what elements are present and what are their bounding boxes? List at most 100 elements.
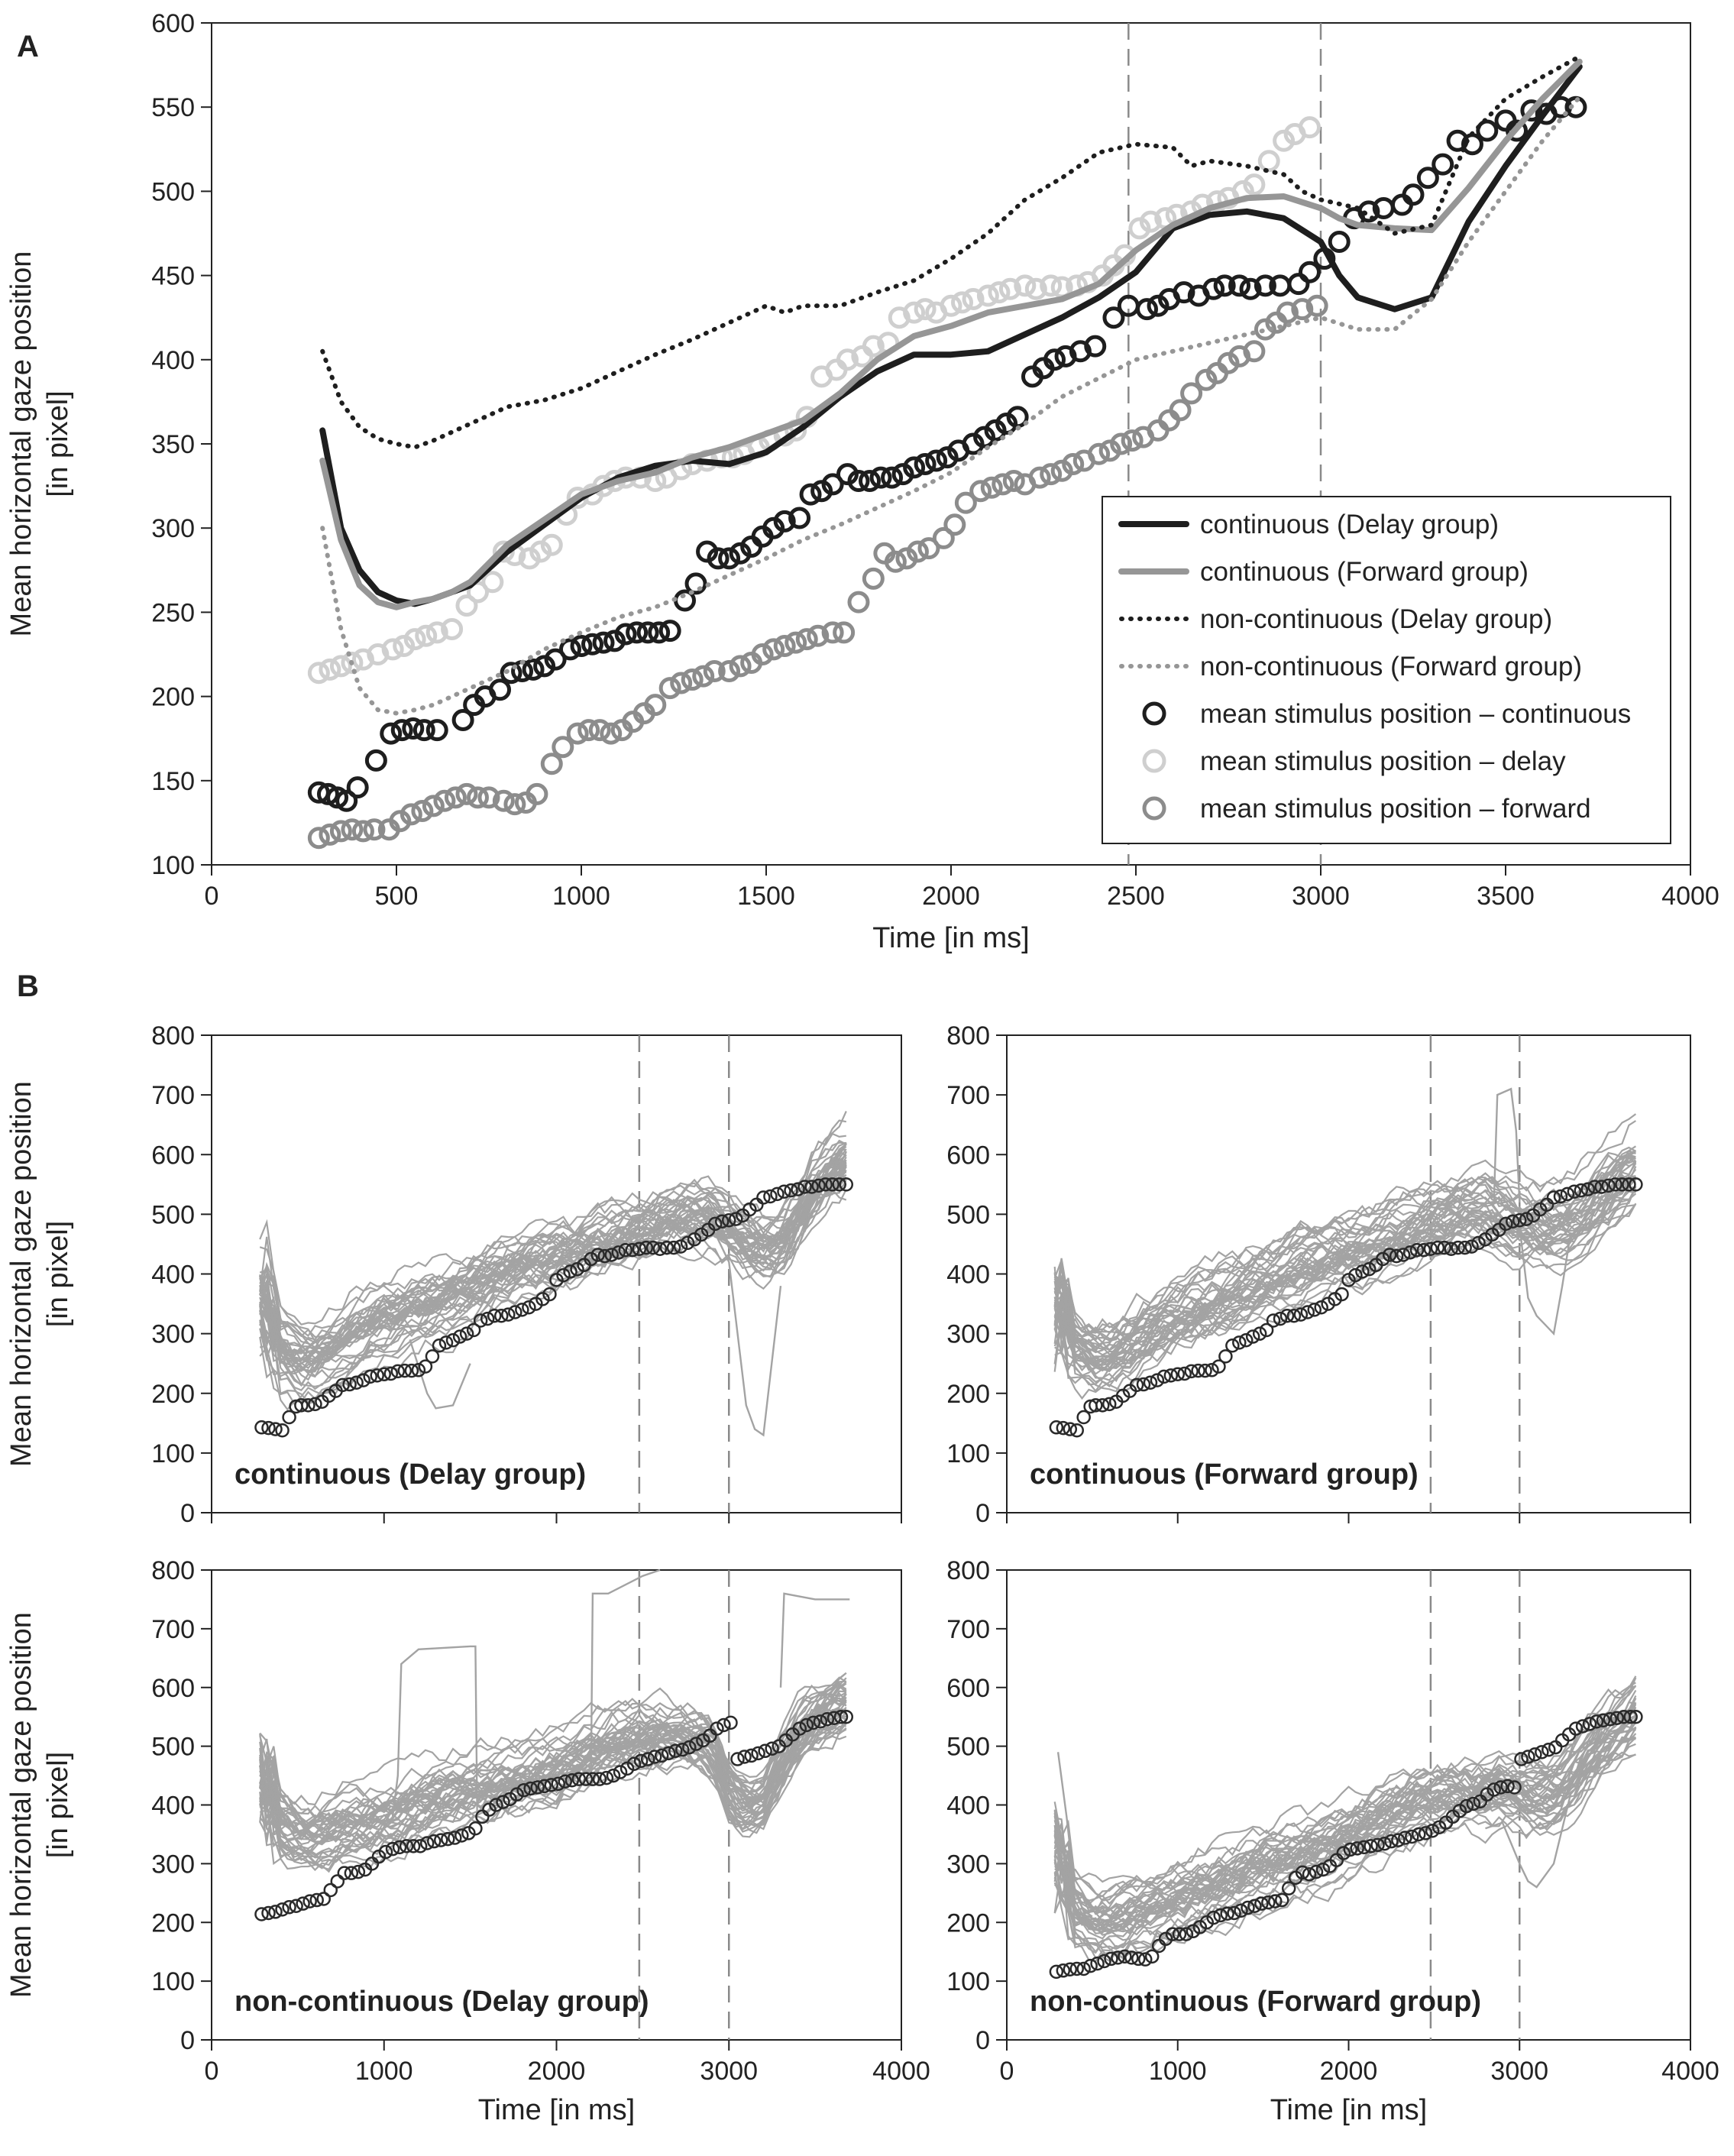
subject-trace [1053, 1708, 1637, 1884]
stimulus-point [668, 1743, 683, 1759]
stimulus-point [393, 634, 416, 657]
stimulus-point [821, 621, 844, 644]
stimulus-point [661, 1746, 676, 1761]
stimulus-point [1247, 1899, 1262, 1913]
stimulus-point [496, 1795, 510, 1809]
stimulus-point [1259, 1322, 1274, 1338]
stimulus-point [1364, 1839, 1378, 1853]
stimulus-point [626, 1756, 642, 1771]
stimulus-point [723, 1715, 738, 1730]
stimulus-point [1405, 1829, 1419, 1844]
stimulus-point [973, 426, 996, 448]
stimulus-point [411, 799, 434, 822]
stimulus-point [1097, 1954, 1111, 1969]
stimulus-point [673, 1239, 688, 1254]
stimulus-point [640, 1752, 655, 1766]
y-tick-label: 200 [151, 1380, 195, 1409]
stimulus-point [1409, 1243, 1425, 1258]
y-tick-label: 300 [946, 1850, 990, 1879]
stimulus-point [1163, 1368, 1179, 1383]
stimulus-point [254, 1907, 269, 1921]
subject-trace [259, 1158, 847, 1374]
panel-b-continuous-delay: 0 100 200 300 400 500 600 700 800 continuous (Del… [5, 1021, 902, 1528]
stimulus-point [565, 1772, 580, 1788]
stimulus-point [1334, 1287, 1349, 1302]
stimulus-point [1273, 129, 1296, 152]
stimulus-point [1063, 1422, 1078, 1436]
stimulus-point [1494, 109, 1517, 132]
stimulus-point [1165, 1927, 1180, 1941]
stimulus-point [558, 1774, 573, 1789]
stimulus-point [1239, 277, 1262, 300]
stimulus-point [847, 469, 870, 492]
stimulus-point [444, 786, 467, 809]
stimulus-point [356, 1373, 370, 1387]
stimulus-point [1293, 1307, 1309, 1322]
stimulus-point [1063, 1962, 1078, 1976]
stimulus-point [377, 1367, 391, 1381]
stimulus-point [1213, 1908, 1228, 1923]
stimulus-point [1184, 1364, 1199, 1379]
stimulus-point [884, 550, 907, 573]
y-tick-label: 100 [151, 1967, 195, 1996]
stimulus-point [1309, 1864, 1324, 1879]
subject-trace [1053, 1698, 1637, 1905]
stimulus-point [648, 621, 671, 644]
stimulus-point [1291, 298, 1314, 321]
stimulus-point [1136, 298, 1159, 321]
stimulus-point [770, 1186, 785, 1202]
stimulus-point [1261, 1895, 1276, 1910]
series-circle-mid [307, 294, 1328, 850]
stimulus-point [383, 1366, 399, 1381]
stimulus-point [644, 694, 667, 717]
stimulus-point [1603, 1712, 1618, 1727]
stimulus-point [1089, 1398, 1103, 1413]
x-axis-label: Time [in ms] [478, 2094, 636, 2126]
stimulus-point [402, 717, 425, 740]
stimulus-point [1220, 1906, 1234, 1921]
stimulus-point [681, 668, 704, 691]
stimulus-point [811, 1178, 826, 1193]
stimulus-point [707, 1216, 723, 1232]
stimulus-point [1088, 442, 1111, 465]
stimulus-point [791, 1182, 805, 1196]
subject-traces [1053, 1087, 1637, 1400]
stimulus-point [647, 1750, 662, 1764]
stimulus-point [1274, 1892, 1289, 1908]
y-tick-label: 100 [946, 1967, 990, 1996]
stimulus-point [1295, 1865, 1310, 1880]
panel-a-letter: A [17, 30, 39, 63]
stimulus-point [337, 1866, 352, 1880]
stimulus-point [1225, 1339, 1240, 1353]
stimulus-point [1157, 1369, 1172, 1384]
stimulus-point [799, 483, 822, 506]
subject-trace [1053, 1176, 1636, 1352]
stimulus-point [1279, 1308, 1295, 1323]
stimulus-point [335, 1377, 350, 1393]
stimulus-point [639, 1240, 654, 1255]
subject-trace [259, 1721, 846, 1837]
stimulus-point [645, 1240, 661, 1255]
stimulus-point [730, 1752, 745, 1766]
stimulus-point [481, 571, 504, 594]
stimulus-point [389, 810, 412, 833]
x-tick-label: 4000 [1661, 2057, 1719, 2086]
stimulus-point [962, 287, 985, 310]
stimulus-point [592, 631, 615, 654]
stimulus-point [1376, 1251, 1390, 1267]
stimulus-point [869, 466, 892, 489]
stimulus-point [707, 547, 730, 570]
stimulus-point [1575, 1719, 1590, 1734]
legend-box [1102, 496, 1671, 844]
stimulus-point [425, 719, 448, 742]
stimulus-point [302, 1894, 317, 1908]
x-tick-label: 0 [1000, 2057, 1014, 2086]
stimulus-point [751, 1746, 765, 1761]
stimulus-point [1535, 1745, 1549, 1759]
stimulus-point [529, 540, 552, 563]
stimulus-point [680, 1235, 695, 1251]
stimulus-point [1266, 1313, 1281, 1328]
stimulus-point [316, 1892, 331, 1906]
legend-entry: non-continuous (Delay group) [1200, 604, 1552, 634]
